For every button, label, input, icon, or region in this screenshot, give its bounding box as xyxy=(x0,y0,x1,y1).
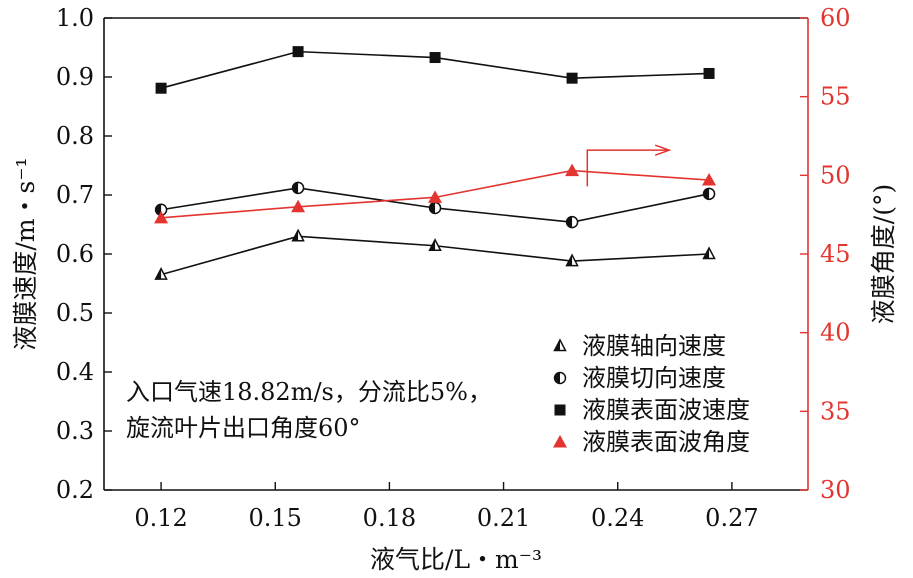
data-point xyxy=(154,267,168,280)
legend-item-2: 液膜切向速度 xyxy=(553,364,726,392)
legend-item-4: 液膜表面波角度 xyxy=(553,428,750,456)
axis-pointer-arrow xyxy=(586,149,668,187)
y-left-tick-label: 0.3 xyxy=(56,417,94,445)
data-point xyxy=(428,238,442,251)
series-layer xyxy=(154,46,717,280)
x-tick-label: 0.21 xyxy=(477,504,530,532)
x-tick-label: 0.15 xyxy=(249,504,302,532)
x-tick-label: 0.18 xyxy=(363,504,416,532)
legend-marker xyxy=(554,404,566,416)
marker-fill xyxy=(554,340,560,351)
data-point xyxy=(428,201,442,215)
marker-fill xyxy=(703,188,710,200)
note-line-1: 入口气速18.82m/s，分流比5%， xyxy=(126,378,492,406)
y-right-tick-label: 40 xyxy=(820,319,851,347)
data-point xyxy=(703,67,715,79)
x-tick-label: 0.27 xyxy=(705,504,758,532)
legend-marker xyxy=(553,435,567,448)
data-point xyxy=(565,163,580,177)
y-left-tick-label: 0.7 xyxy=(56,181,94,209)
data-point xyxy=(291,181,305,195)
data-point xyxy=(428,190,443,203)
legend-item-1: 液膜轴向速度 xyxy=(553,332,726,360)
y-axis-left: 0.2 0.3 0.4 0.5 0.6 0.7 0.8 0.9 1.0 液膜速度/m・s⁻¹ xyxy=(11,4,112,504)
data-point xyxy=(291,228,305,242)
marker-fill xyxy=(554,372,560,384)
y-right-tick-label: 30 xyxy=(820,476,851,504)
data-point xyxy=(565,215,579,229)
y-axis-right: 30 35 40 45 50 55 60 液膜角度/(°) xyxy=(800,4,898,504)
y-left-tick-label: 0.6 xyxy=(56,240,94,268)
marker-fill xyxy=(155,268,162,280)
y-left-tick-label: 1.0 xyxy=(56,4,94,32)
data-point xyxy=(565,253,579,267)
marker-fill xyxy=(429,239,436,251)
data-point xyxy=(429,52,441,64)
arrow-head xyxy=(654,144,672,156)
y-left-tick-label: 0.8 xyxy=(56,122,94,150)
series-1 xyxy=(154,228,716,280)
marker-fill xyxy=(429,202,436,214)
data-point xyxy=(155,82,167,94)
data-point xyxy=(154,203,168,216)
series-3 xyxy=(155,46,715,94)
note-line-2: 旋流叶片出口角度60° xyxy=(126,414,361,442)
series-4 xyxy=(154,163,717,224)
y-right-tick-label: 45 xyxy=(820,240,851,268)
legend-label: 液膜轴向速度 xyxy=(582,332,726,360)
x-tick-label: 0.24 xyxy=(591,504,644,532)
legend-label: 液膜表面波速度 xyxy=(582,396,750,424)
data-point xyxy=(291,199,306,213)
marker-fill xyxy=(566,216,573,228)
annotation-layer xyxy=(586,144,672,187)
data-point xyxy=(702,246,716,260)
x-axis-title: 液气比/L・m⁻³ xyxy=(370,545,542,574)
legend-label: 液膜表面波角度 xyxy=(582,428,750,456)
y-right-axis-title: 液膜角度/(°) xyxy=(869,184,898,324)
y-left-tick-label: 0.5 xyxy=(56,299,94,327)
data-point xyxy=(154,210,169,224)
condition-note: 入口气速18.82m/s，分流比5%， 旋流叶片出口角度60° xyxy=(126,378,492,442)
y-right-tick-label: 55 xyxy=(820,83,851,111)
series-2 xyxy=(154,181,716,229)
y-right-tick-label: 35 xyxy=(820,397,851,425)
marker-fill xyxy=(292,230,299,241)
y-right-tick-label: 60 xyxy=(820,4,851,32)
legend-label: 液膜切向速度 xyxy=(582,364,726,392)
marker-fill xyxy=(566,255,573,266)
legend-item-3: 液膜表面波速度 xyxy=(554,396,750,424)
marker-fill xyxy=(703,248,710,259)
x-tick-label: 0.12 xyxy=(134,504,187,532)
data-point xyxy=(292,46,304,58)
marker-fill xyxy=(155,204,162,216)
y-left-tick-label: 0.9 xyxy=(56,63,94,91)
y-left-axis-title: 液膜速度/m・s⁻¹ xyxy=(11,157,40,350)
data-point xyxy=(702,173,717,186)
data-point xyxy=(566,72,578,84)
y-right-tick-label: 50 xyxy=(820,161,851,189)
x-axis: 0.12 0.15 0.18 0.21 0.24 0.27 液气比/L・m⁻³ xyxy=(134,482,759,574)
data-point xyxy=(702,187,716,201)
legend-marker xyxy=(553,338,567,352)
y-left-tick-label: 0.4 xyxy=(56,358,94,386)
y-left-tick-label: 0.2 xyxy=(56,476,94,504)
legend-marker xyxy=(553,371,567,385)
marker-fill xyxy=(292,182,299,194)
